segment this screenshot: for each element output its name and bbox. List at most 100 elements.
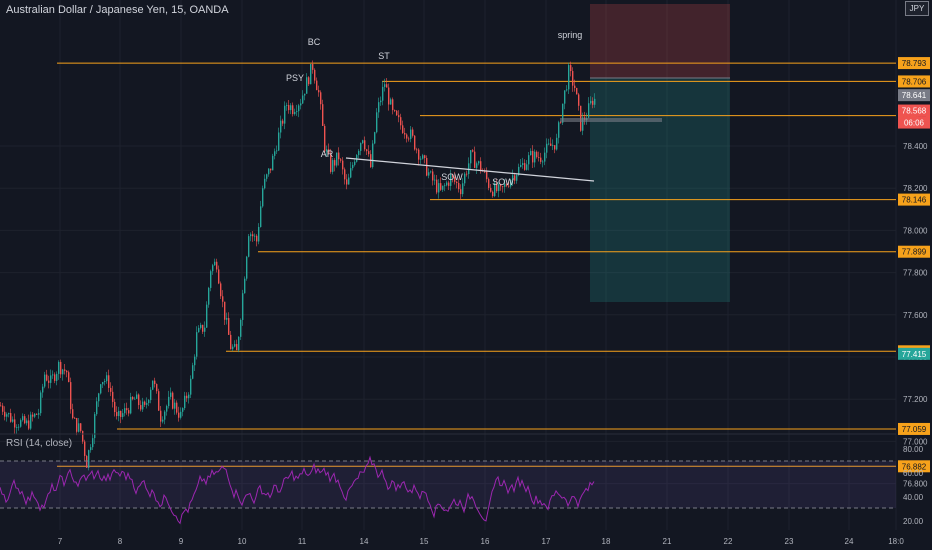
candle-body	[484, 171, 486, 173]
level-price-label: 77.899	[902, 248, 927, 257]
annotation-label: SOW	[492, 177, 514, 187]
candle-body	[182, 408, 184, 412]
time-tick-label: 23	[785, 537, 794, 546]
price-tick-label: 77.600	[903, 311, 928, 320]
candle-body	[566, 89, 568, 91]
time-tick-label: 22	[724, 537, 733, 546]
candle-body	[68, 372, 70, 383]
candle-body	[20, 420, 22, 427]
candle-body	[404, 132, 406, 135]
candle-body	[238, 336, 240, 351]
candle-body	[438, 183, 440, 193]
candle-body	[240, 319, 242, 337]
candle-body	[352, 164, 354, 169]
candle-body	[140, 405, 142, 410]
candle-body	[542, 161, 544, 163]
candle-body	[324, 125, 326, 152]
candle-body	[18, 426, 20, 428]
candle-body	[366, 149, 368, 152]
candle-body	[198, 327, 200, 333]
candle-body	[492, 191, 494, 197]
candle-body	[494, 183, 496, 197]
candle-body	[382, 86, 384, 101]
candle-body	[176, 402, 178, 413]
candle-body	[280, 120, 282, 133]
short-position-target-zone[interactable]	[590, 78, 730, 302]
candle-body	[178, 412, 180, 418]
candle-body	[328, 149, 330, 154]
candle-body	[94, 414, 96, 439]
candle-body	[534, 151, 536, 163]
price-tick-label: 77.200	[903, 395, 928, 404]
level-price-badge	[898, 75, 930, 88]
time-tick-label: 17	[542, 537, 551, 546]
candle-body	[444, 185, 446, 187]
candle-body	[508, 185, 510, 187]
candle-body	[304, 93, 306, 96]
currency-badge: JPY	[905, 1, 929, 16]
candle-body	[190, 378, 192, 395]
candle-body	[216, 261, 218, 270]
level-price-badge	[898, 57, 930, 70]
candle-body	[562, 103, 564, 123]
candle-body	[130, 397, 132, 414]
candle-body	[392, 99, 394, 111]
candle-body	[252, 234, 254, 237]
candle-body	[116, 412, 118, 417]
candle-body	[314, 69, 316, 81]
candle-body	[206, 304, 208, 328]
candle-body	[312, 64, 314, 70]
candle-body	[270, 168, 272, 171]
candle-body	[224, 301, 226, 320]
price-tick-label: 77.000	[903, 437, 928, 446]
candle-body	[538, 157, 540, 158]
candle-body	[504, 183, 506, 187]
candle-body	[90, 447, 92, 451]
candle-body	[24, 416, 26, 424]
short-position-stop-zone[interactable]	[590, 4, 730, 78]
candle-body	[72, 409, 74, 418]
candle-body	[340, 159, 342, 161]
candle-body	[124, 408, 126, 414]
annotation-label: BC	[308, 37, 321, 47]
candle-body	[142, 401, 144, 410]
candle-body	[588, 103, 590, 118]
candle-body	[258, 226, 260, 242]
candle-body	[286, 105, 288, 106]
candle-body	[282, 120, 284, 124]
candle-body	[292, 105, 294, 115]
candle-body	[582, 117, 584, 131]
candle-body	[250, 234, 252, 237]
candle-body	[394, 110, 396, 111]
candle-body	[78, 423, 80, 432]
candle-body	[362, 140, 364, 144]
candle-body	[28, 420, 30, 429]
candle-body	[120, 410, 122, 417]
candle-body	[470, 150, 472, 164]
candle-body	[118, 410, 120, 417]
candle-body	[510, 179, 512, 187]
candle-body	[230, 334, 232, 350]
candle-body	[272, 155, 274, 171]
candle-body	[156, 384, 158, 392]
candle-body	[38, 413, 40, 415]
prev-price-label: 78.568	[902, 107, 927, 116]
candle-body	[104, 381, 106, 383]
candle-body	[376, 112, 378, 133]
countdown-label: 06:06	[904, 119, 925, 128]
candle-body	[578, 94, 580, 106]
candle-body	[540, 157, 542, 162]
trendline-support[interactable]	[345, 157, 595, 182]
candle-body	[516, 175, 518, 181]
time-axis: 7 8 9 10 11 14 15 16 17 18 21 22 23 24 18:0	[58, 537, 905, 546]
countdown-label-bg	[898, 116, 930, 129]
candle-body	[26, 420, 28, 424]
candle-body	[518, 166, 520, 176]
candle-body	[56, 373, 58, 381]
candle-body	[34, 413, 36, 417]
rsi-band	[0, 461, 896, 508]
candle-body	[254, 235, 256, 237]
candle-body	[592, 100, 594, 105]
level-price-badge	[898, 245, 930, 258]
